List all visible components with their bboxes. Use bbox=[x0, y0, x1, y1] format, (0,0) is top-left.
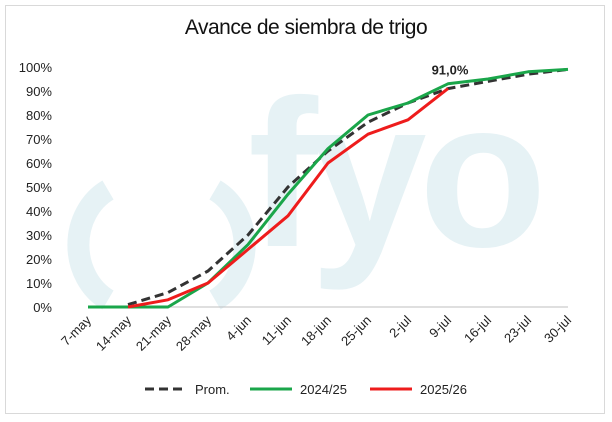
legend-label: Prom. bbox=[195, 382, 230, 397]
legend-label: 2024/25 bbox=[300, 382, 347, 397]
y-tick-label: 30% bbox=[26, 228, 52, 243]
x-tick-label: 18-jun bbox=[298, 313, 334, 349]
y-tick-label: 40% bbox=[26, 204, 52, 219]
x-tick-label: 9-jul bbox=[426, 312, 454, 340]
x-tick-label: 7-may bbox=[58, 312, 94, 348]
chart-legend: Prom. 2024/25 2025/26 bbox=[145, 382, 467, 397]
x-tick-label: 2-jul bbox=[386, 312, 414, 340]
y-tick-label: 70% bbox=[26, 132, 52, 147]
legend-label: 2025/26 bbox=[420, 382, 467, 397]
watermark-logo: fyo bbox=[67, 56, 548, 310]
x-tick-label: 30-jul bbox=[541, 312, 574, 345]
y-tick-label: 60% bbox=[26, 156, 52, 171]
y-tick-label: 0% bbox=[33, 300, 52, 315]
x-tick-label: 23-jul bbox=[501, 312, 534, 345]
x-tick-label: 4-jun bbox=[223, 313, 254, 344]
watermark-arc-right bbox=[209, 180, 256, 310]
y-tick-label: 90% bbox=[26, 84, 52, 99]
x-tick-label: 11-jun bbox=[259, 313, 294, 348]
x-tick-label: 14-may bbox=[93, 312, 135, 354]
x-tick-label: 21-may bbox=[133, 312, 175, 354]
chart-series bbox=[88, 67, 569, 309]
y-tick-label: 20% bbox=[26, 252, 52, 267]
x-tick-label: 28-may bbox=[173, 312, 215, 354]
data-label: 91,0% bbox=[432, 63, 469, 78]
y-tick-label: 10% bbox=[26, 276, 52, 291]
chart-title: Avance de siembra de trigo bbox=[184, 16, 428, 39]
series-line-2025-26 bbox=[127, 87, 449, 309]
series-line-2024-25 bbox=[88, 67, 569, 309]
series-line-prom- bbox=[127, 67, 569, 307]
y-tick-label: 100% bbox=[19, 60, 53, 75]
watermark-arc-left bbox=[67, 180, 114, 310]
x-tick-label: 25-jun bbox=[338, 313, 374, 349]
y-tick-label: 80% bbox=[26, 108, 52, 123]
y-tick-label: 50% bbox=[26, 180, 52, 195]
watermark-text: fyo bbox=[248, 56, 540, 291]
chart-annotations: 91,0% bbox=[432, 63, 469, 78]
chart-frame bbox=[5, 5, 605, 414]
x-tick-label: 16-jul bbox=[461, 312, 494, 345]
